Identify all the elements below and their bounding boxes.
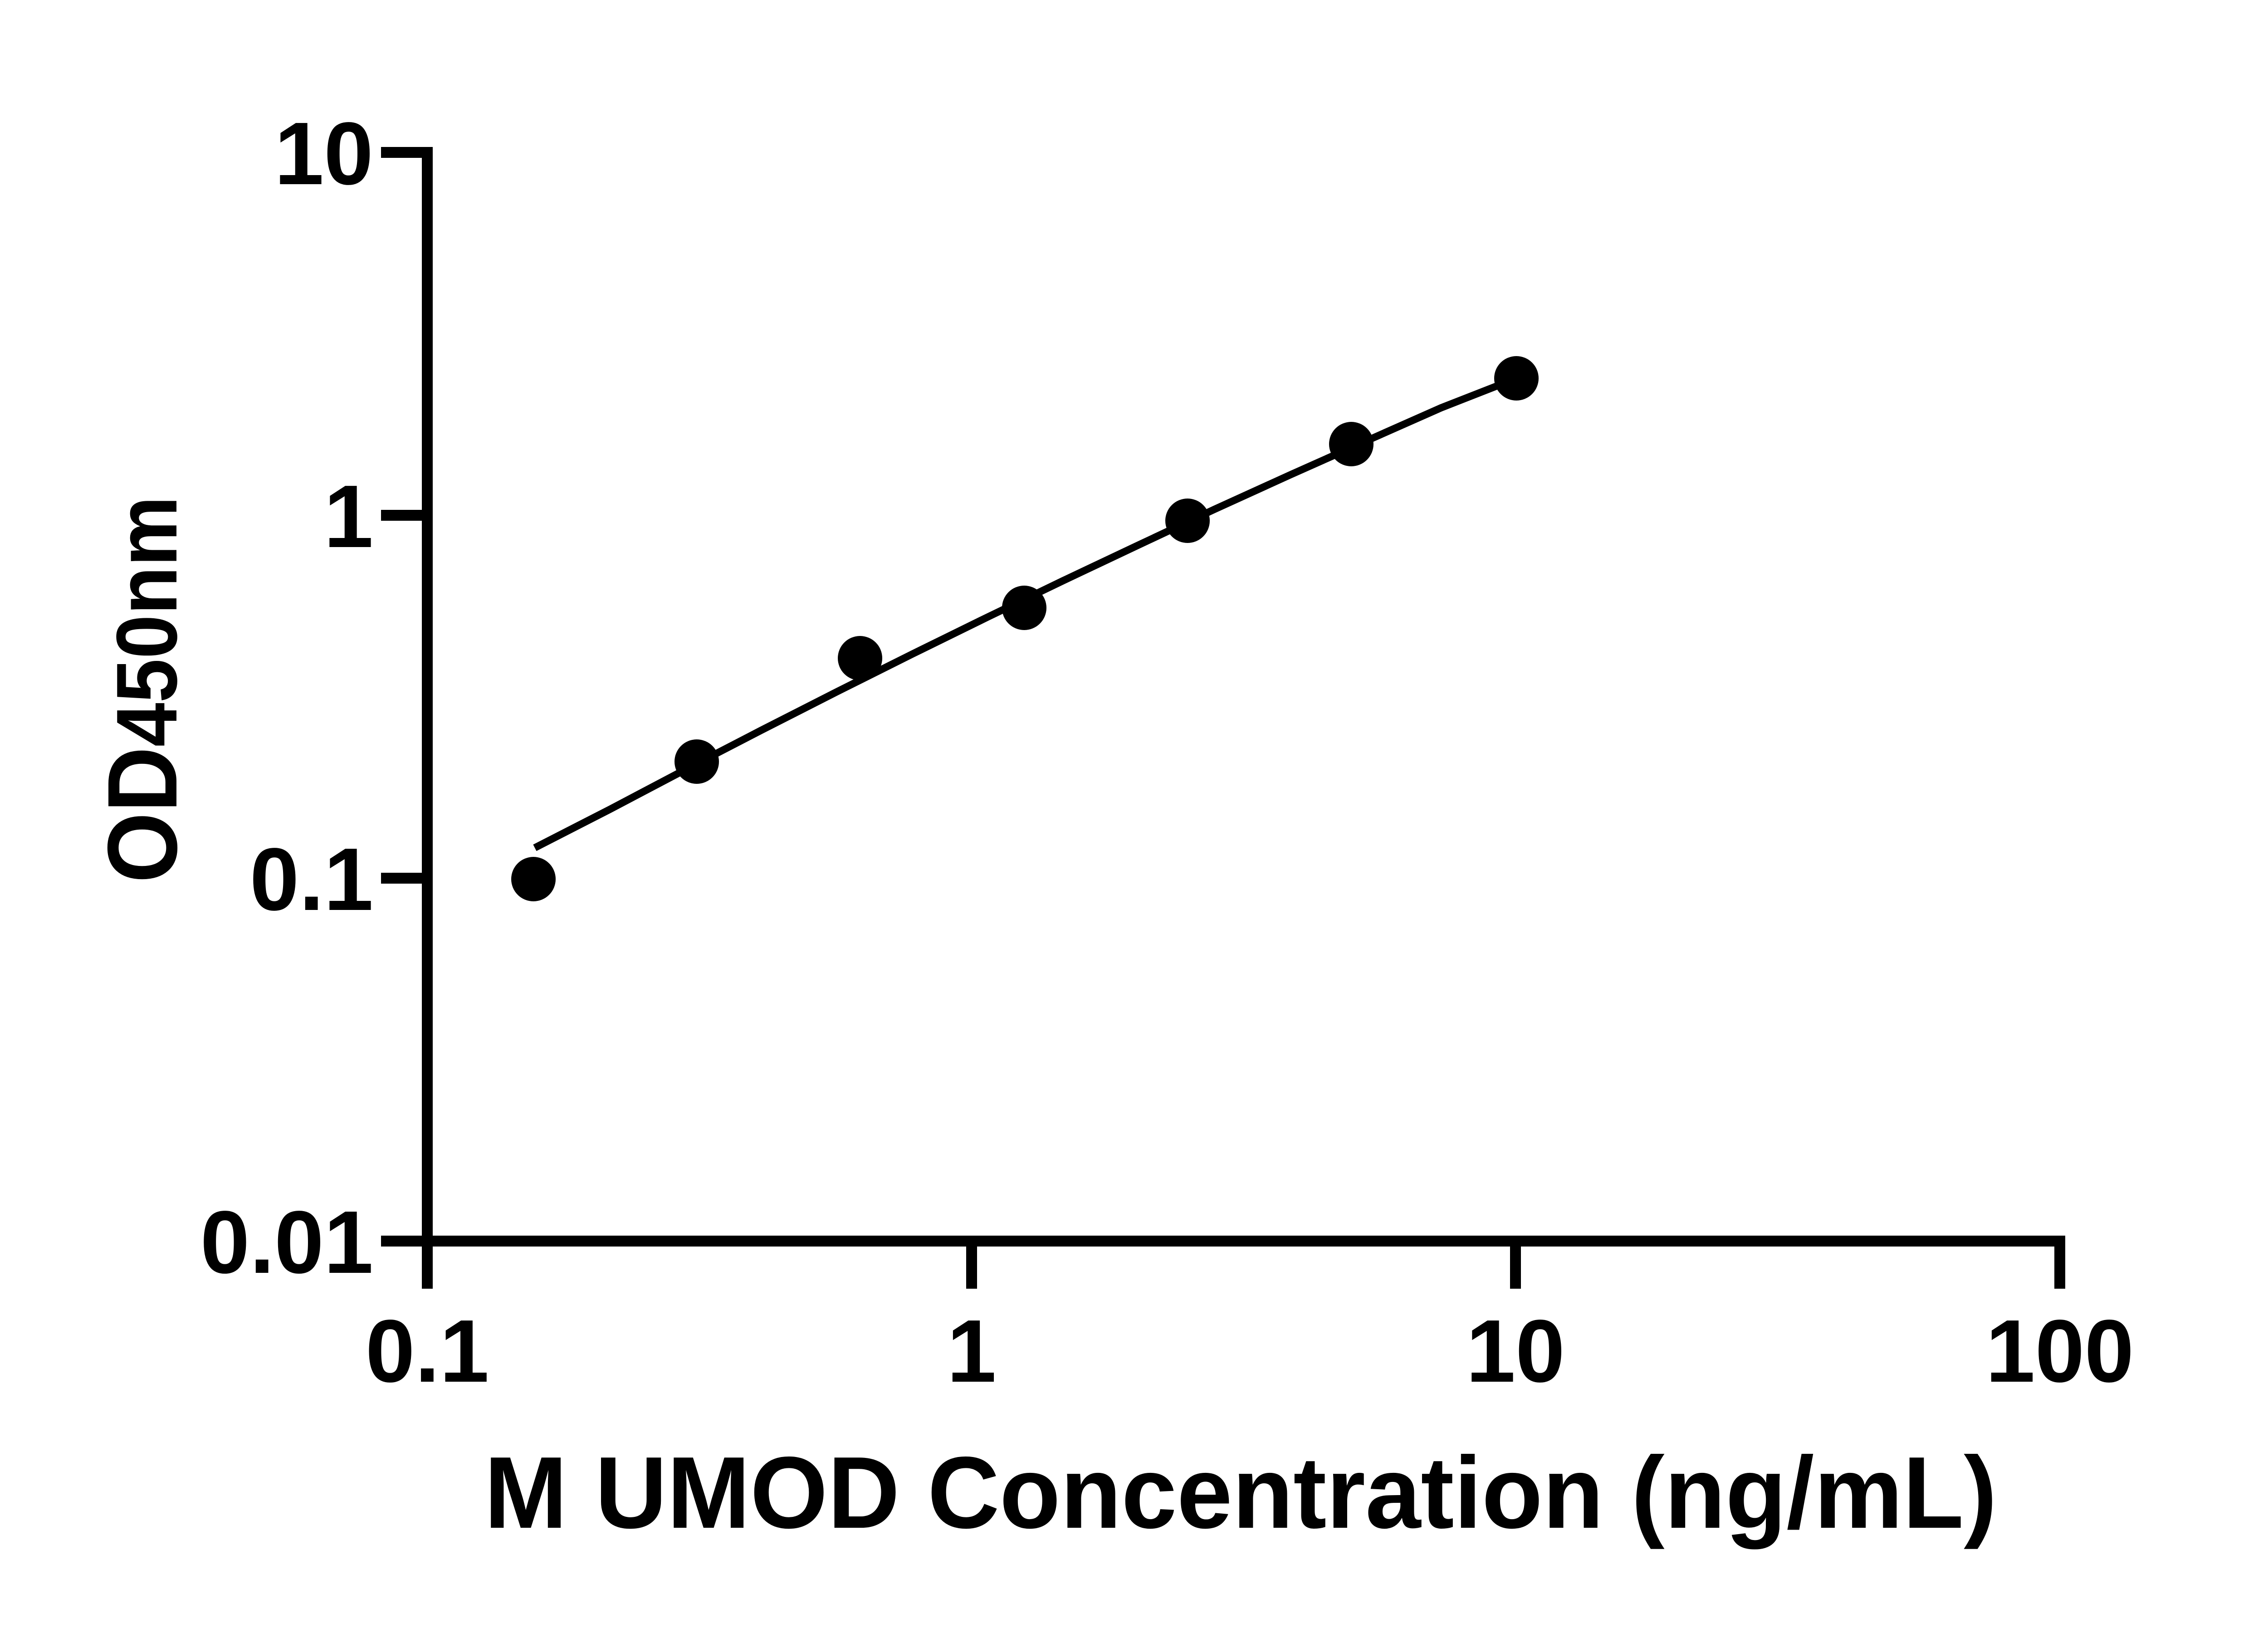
svg-text:1: 1: [947, 1301, 996, 1401]
svg-text:100: 100: [1985, 1301, 2134, 1401]
svg-text:10: 10: [1466, 1301, 1565, 1401]
svg-text:M UMOD Concentration (ng/mL): M UMOD Concentration (ng/mL): [484, 1435, 1997, 1550]
svg-text:1: 1: [324, 467, 373, 566]
svg-text:OD450nm: OD450nm: [88, 496, 198, 883]
svg-text:0.1: 0.1: [250, 830, 373, 929]
svg-text:10: 10: [274, 104, 373, 203]
svg-text:0.1: 0.1: [366, 1301, 489, 1401]
svg-text:0.01: 0.01: [200, 1193, 373, 1292]
